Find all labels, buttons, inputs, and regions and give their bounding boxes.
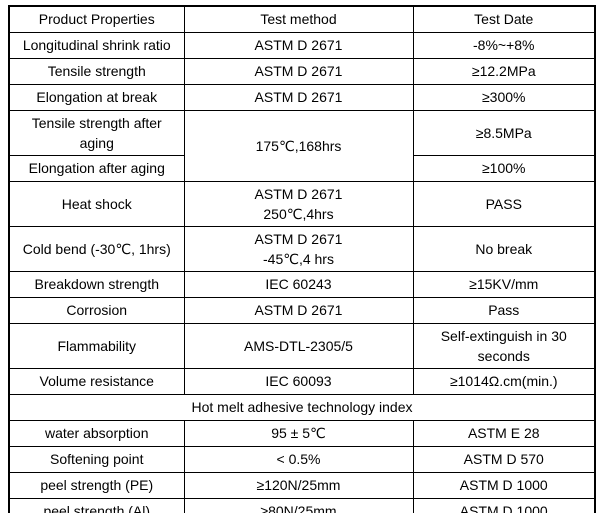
elongation-aging-value: ≥100% xyxy=(412,154,596,182)
elongation-break-value: ≥300% xyxy=(412,83,596,111)
cold-bend-property: Cold bend (-30℃, 1hrs) xyxy=(8,225,185,272)
product-spec-table: Product Properties Test method Test Date… xyxy=(8,5,596,513)
row-flammability: Flammability AMS-DTL-2305/5 Self-extingu… xyxy=(8,322,596,369)
shrink-ratio-method: ASTM D 2671 xyxy=(183,31,414,59)
water-absorption-method: 95 ± 5℃ xyxy=(183,419,414,447)
heat-shock-method: ASTM D 2671 250℃,4hrs xyxy=(183,180,414,227)
heat-shock-property: Heat shock xyxy=(8,180,185,227)
header-test-method: Test method xyxy=(183,5,414,33)
corrosion-method: ASTM D 2671 xyxy=(183,296,414,324)
row-elongation-break: Elongation at break ASTM D 2671 ≥300% xyxy=(8,83,596,111)
flammability-value-line2: seconds xyxy=(477,347,530,364)
tensile-aging-property-line1: Tensile strength after xyxy=(31,114,162,131)
row-peel-strength-al: peel strength (Al) ≥80N/25mm ASTM D 1000 xyxy=(8,497,596,513)
elongation-break-property: Elongation at break xyxy=(8,83,185,111)
shrink-ratio-property: Longitudinal shrink ratio xyxy=(8,31,185,59)
corrosion-property: Corrosion xyxy=(8,296,185,324)
heat-shock-method-line2: 250℃,4hrs xyxy=(263,205,334,222)
flammability-value-line1: Self-extinguish in 30 xyxy=(440,327,567,344)
tensile-aging-property: Tensile strength after aging xyxy=(8,109,185,156)
cold-bend-value: No break xyxy=(412,225,596,272)
peel-strength-pe-value: ASTM D 1000 xyxy=(412,471,596,499)
header-row: Product Properties Test method Test Date xyxy=(8,5,596,33)
row-heat-shock: Heat shock ASTM D 2671 250℃,4hrs PASS xyxy=(8,180,596,227)
heat-shock-method-line1: ASTM D 2671 xyxy=(254,185,343,202)
header-test-date: Test Date xyxy=(412,5,596,33)
cold-bend-method-line2: -45℃,4 hrs xyxy=(263,250,334,267)
flammability-value: Self-extinguish in 30 seconds xyxy=(412,322,596,369)
tensile-strength-value: ≥12.2MPa xyxy=(412,57,596,85)
flammability-property: Flammability xyxy=(8,322,185,369)
row-shrink-ratio: Longitudinal shrink ratio ASTM D 2671 -8… xyxy=(8,31,596,59)
breakdown-value: ≥15KV/mm xyxy=(412,270,596,298)
row-section-divider: Hot melt adhesive technology index xyxy=(8,393,596,421)
tensile-aging-value: ≥8.5MPa xyxy=(412,109,596,156)
heat-shock-value: PASS xyxy=(412,180,596,227)
row-cold-bend: Cold bend (-30℃, 1hrs) ASTM D 2671 -45℃,… xyxy=(8,225,596,272)
row-softening-point: Softening point < 0.5% ASTM D 570 xyxy=(8,445,596,473)
cold-bend-method: ASTM D 2671 -45℃,4 hrs xyxy=(183,225,414,272)
softening-point-value: ASTM D 570 xyxy=(412,445,596,473)
peel-strength-al-property: peel strength (Al) xyxy=(8,497,185,513)
softening-point-method: < 0.5% xyxy=(183,445,414,473)
peel-strength-al-method: ≥80N/25mm xyxy=(183,497,414,513)
row-tensile-strength: Tensile strength ASTM D 2671 ≥12.2MPa xyxy=(8,57,596,85)
row-elongation-aging: Elongation after aging ≥100% xyxy=(8,154,596,182)
elongation-break-method: ASTM D 2671 xyxy=(183,83,414,111)
water-absorption-property: water absorption xyxy=(8,419,185,447)
tensile-strength-method: ASTM D 2671 xyxy=(183,57,414,85)
water-absorption-value: ASTM E 28 xyxy=(412,419,596,447)
header-product-properties: Product Properties xyxy=(8,5,185,33)
breakdown-method: IEC 60243 xyxy=(183,270,414,298)
row-breakdown: Breakdown strength IEC 60243 ≥15KV/mm xyxy=(8,270,596,298)
volume-resistance-method: IEC 60093 xyxy=(183,367,414,395)
volume-resistance-property: Volume resistance xyxy=(8,367,185,395)
tensile-aging-property-line2: aging xyxy=(79,134,114,151)
peel-strength-pe-method: ≥120N/25mm xyxy=(183,471,414,499)
softening-point-property: Softening point xyxy=(8,445,185,473)
volume-resistance-value: ≥1014Ω.cm(min.) xyxy=(412,367,596,395)
row-volume-resistance: Volume resistance IEC 60093 ≥1014Ω.cm(mi… xyxy=(8,367,596,395)
breakdown-property: Breakdown strength xyxy=(8,270,185,298)
section-divider-label: Hot melt adhesive technology index xyxy=(8,393,596,421)
cold-bend-method-line1: ASTM D 2671 xyxy=(254,230,343,247)
row-water-absorption: water absorption 95 ± 5℃ ASTM E 28 xyxy=(8,419,596,447)
row-peel-strength-pe: peel strength (PE) ≥120N/25mm ASTM D 100… xyxy=(8,471,596,499)
corrosion-value: Pass xyxy=(412,296,596,324)
elongation-aging-property: Elongation after aging xyxy=(8,154,185,182)
aging-method-merged: 175℃,168hrs xyxy=(183,109,414,182)
tensile-strength-property: Tensile strength xyxy=(8,57,185,85)
row-corrosion: Corrosion ASTM D 2671 Pass xyxy=(8,296,596,324)
shrink-ratio-value: -8%~+8% xyxy=(412,31,596,59)
flammability-method: AMS-DTL-2305/5 xyxy=(183,322,414,369)
peel-strength-pe-property: peel strength (PE) xyxy=(8,471,185,499)
row-tensile-aging: Tensile strength after aging 175℃,168hrs… xyxy=(8,109,596,182)
peel-strength-al-value: ASTM D 1000 xyxy=(412,497,596,513)
